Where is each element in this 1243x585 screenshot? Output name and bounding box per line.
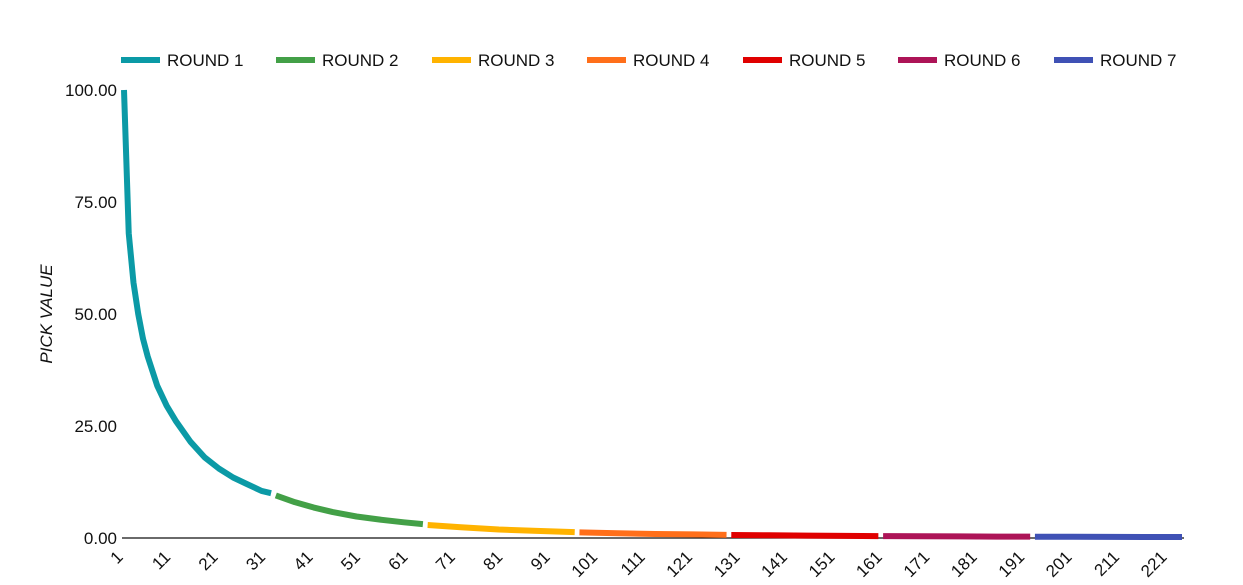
x-tick-label: 31 — [242, 547, 269, 574]
x-axis: 1 11 21 31 41 51 61 71 81 91 101 111 121 131 141 151 161… — [107, 537, 1184, 581]
x-tick-label: 211 — [1091, 547, 1124, 580]
legend-label: ROUND 5 — [789, 51, 866, 70]
x-tick-label: 21 — [195, 547, 222, 574]
x-tick-label: 151 — [805, 547, 838, 580]
x-tick-label: 51 — [337, 547, 364, 574]
x-tick-label: 131 — [710, 547, 743, 580]
legend-label: ROUND 3 — [478, 51, 555, 70]
x-tick-label: 221 — [1137, 547, 1170, 580]
y-tick-label: 100.00 — [65, 81, 117, 100]
y-axis: 100.00 75.00 50.00 25.00 0.00 — [65, 81, 117, 548]
series-line — [883, 533, 1031, 540]
legend-label: ROUND 4 — [633, 51, 710, 70]
x-tick-label: 171 — [900, 547, 933, 580]
x-tick-label: 161 — [852, 547, 885, 580]
series-line — [579, 529, 727, 538]
legend-label: ROUND 2 — [322, 51, 399, 70]
x-tick-label: 61 — [385, 547, 412, 574]
x-tick-label: 121 — [663, 547, 696, 580]
series-line — [731, 531, 879, 540]
x-tick-label: 191 — [995, 547, 1028, 580]
legend-label: ROUND 6 — [944, 51, 1021, 70]
legend-label: ROUND 1 — [167, 51, 244, 70]
plot-area — [121, 89, 1183, 541]
series-line — [274, 492, 424, 528]
x-tick-label: 181 — [947, 547, 980, 580]
y-tick-label: 25.00 — [74, 417, 117, 436]
legend: ROUND 1 ROUND 2 ROUND 3 ROUND 4 ROUND 5 ROUND… — [121, 51, 1177, 70]
x-tick-label: 71 — [432, 547, 459, 574]
y-axis-title: PICK VALUE — [37, 264, 56, 364]
y-tick-label: 50.00 — [74, 305, 117, 324]
series-line — [121, 89, 272, 497]
x-tick-label: 81 — [480, 547, 507, 574]
x-tick-label: 111 — [617, 547, 649, 579]
x-tick-label: 91 — [527, 547, 554, 574]
y-tick-label: 0.00 — [84, 529, 117, 548]
y-tick-label: 75.00 — [74, 193, 117, 212]
x-tick-label: 11 — [148, 547, 174, 573]
x-tick-label: 101 — [568, 547, 601, 580]
series-line — [427, 522, 575, 536]
x-tick-label: 141 — [758, 547, 791, 580]
x-tick-label: 41 — [290, 547, 317, 574]
x-tick-label: 201 — [1042, 547, 1075, 580]
legend-label: ROUND 7 — [1100, 51, 1177, 70]
x-tick-label: 1 — [107, 547, 127, 567]
